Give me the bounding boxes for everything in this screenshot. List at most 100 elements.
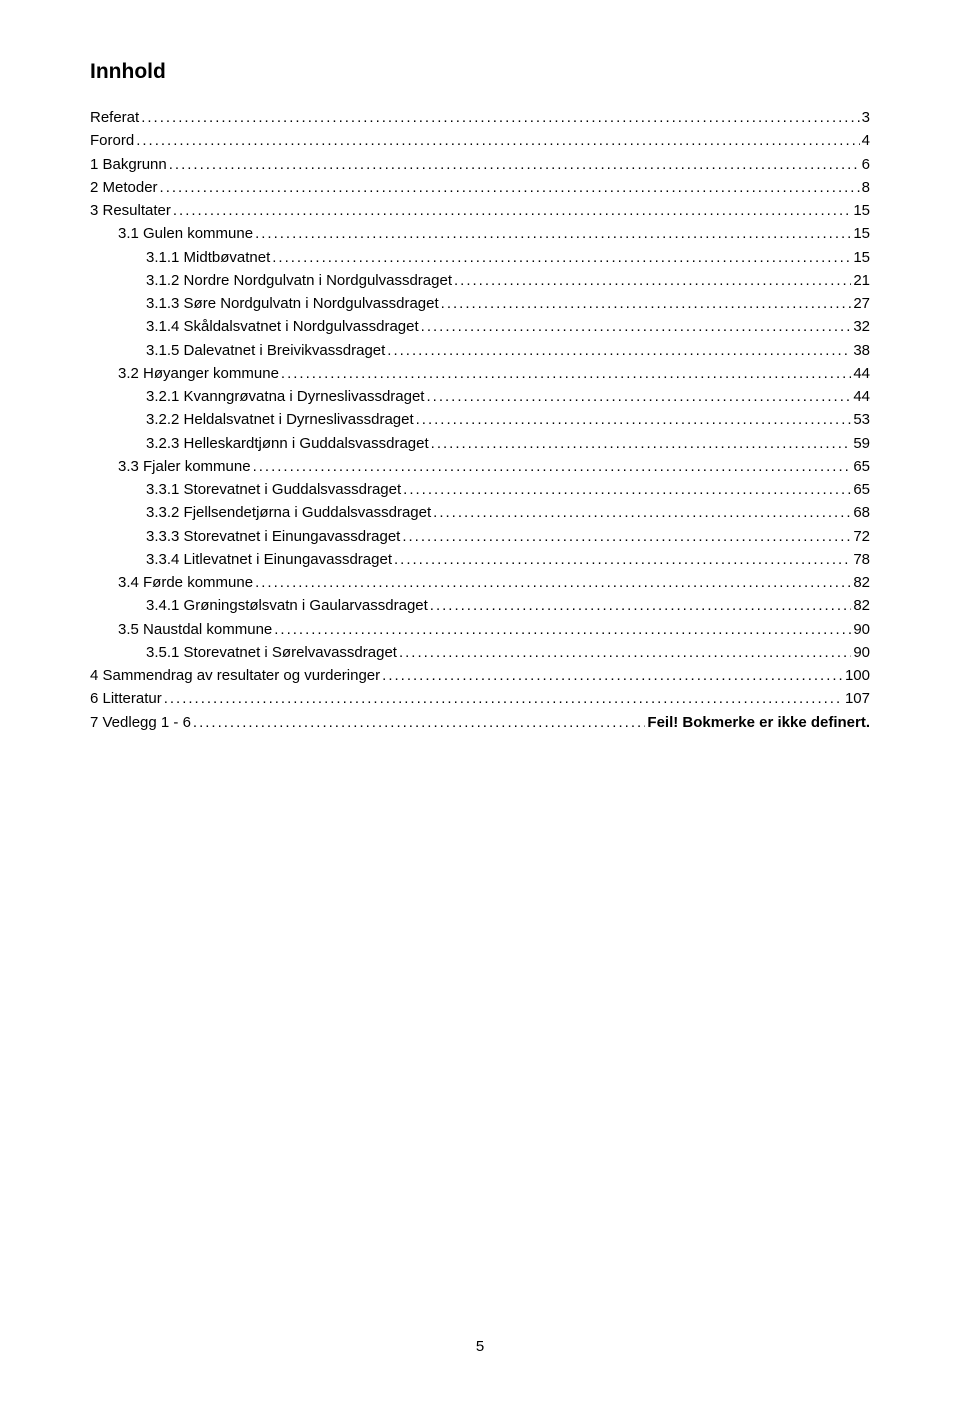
toc-entry-label: 3.1.4 Skåldalsvatnet i Nordgulvassdraget (146, 315, 419, 338)
toc-entry: 3.5.1 Storevatnet i Sørelvavassdraget 90 (90, 641, 870, 664)
toc-entry-label: 3.1.1 Midtbøvatnet (146, 246, 270, 269)
toc-entry-label: 2 Metoder (90, 176, 158, 199)
toc-entry: 3.2.3 Helleskardtjønn i Guddalsvassdrage… (90, 432, 870, 455)
toc-dot-leader (421, 315, 852, 338)
toc-dot-leader (433, 501, 851, 524)
toc-dot-leader (387, 339, 851, 362)
toc-entry-page: 32 (853, 315, 870, 338)
toc-entry-page: 82 (853, 571, 870, 594)
toc-entry-label: 7 Vedlegg 1 - 6 (90, 711, 191, 734)
toc-dot-leader (164, 687, 843, 710)
toc-entry-label: Forord (90, 129, 134, 152)
toc-dot-leader (430, 594, 852, 617)
toc-entry-label: Referat (90, 106, 139, 129)
toc-entry: 4 Sammendrag av resultater og vurderinge… (90, 664, 870, 687)
toc-entry-label: 3.2.1 Kvanngrøvatna i Dyrneslivassdraget (146, 385, 424, 408)
toc-entry: 3.2 Høyanger kommune 44 (90, 362, 870, 385)
toc-entry-page: 65 (853, 455, 870, 478)
toc-entry: 7 Vedlegg 1 - 6 Feil! Bokmerke er ikke d… (90, 711, 870, 734)
toc-dot-leader (193, 711, 645, 734)
toc-entry: 3.1.1 Midtbøvatnet 15 (90, 246, 870, 269)
toc-dot-leader (160, 176, 860, 199)
toc-dot-leader (454, 269, 851, 292)
toc-entry: 3.1.5 Dalevatnet i Breivikvassdraget 38 (90, 339, 870, 362)
toc-dot-leader (426, 385, 851, 408)
toc-entry: 3.3 Fjaler kommune 65 (90, 455, 870, 478)
toc-title: Innhold (90, 60, 870, 84)
document-page: Innhold Referat 3Forord 41 Bakgrunn 62 M… (0, 0, 960, 1403)
toc-entry: 1 Bakgrunn 6 (90, 153, 870, 176)
toc-entry: 3.2.1 Kvanngrøvatna i Dyrneslivassdraget… (90, 385, 870, 408)
toc-entry-page: 15 (853, 199, 870, 222)
toc-entry: 3.3.2 Fjellsendetjørna i Guddalsvassdrag… (90, 501, 870, 524)
toc-entry-label: 3.4 Førde kommune (118, 571, 253, 594)
toc-dot-leader (394, 548, 851, 571)
toc-entry: 3.4.1 Grøningstølsvatn i Gaularvassdrage… (90, 594, 870, 617)
toc-dot-leader (431, 432, 852, 455)
toc-entry-page: 8 (862, 176, 870, 199)
toc-dot-leader (169, 153, 860, 176)
toc-dot-leader (136, 129, 859, 152)
toc-entry-page: 90 (853, 641, 870, 664)
toc-entry-page: 6 (862, 153, 870, 176)
toc-entry: 6 Litteratur 107 (90, 687, 870, 710)
toc-entry-page: 44 (853, 362, 870, 385)
toc-entry-page: 15 (853, 222, 870, 245)
toc-dot-leader (382, 664, 843, 687)
toc-entry: 3.3.3 Storevatnet i Einungavassdraget 72 (90, 525, 870, 548)
toc-dot-leader (441, 292, 852, 315)
toc-entry: 3 Resultater 15 (90, 199, 870, 222)
toc-entry-label: 3.3.2 Fjellsendetjørna i Guddalsvassdrag… (146, 501, 431, 524)
toc-entry-label: 3.3.4 Litlevatnet i Einungavassdraget (146, 548, 392, 571)
toc-entry-page: 21 (853, 269, 870, 292)
toc-entry-label: 3.2.2 Heldalsvatnet i Dyrneslivassdraget (146, 408, 414, 431)
toc-container: Referat 3Forord 41 Bakgrunn 62 Metoder 8… (90, 106, 870, 734)
toc-entry-label: 3.3 Fjaler kommune (118, 455, 251, 478)
toc-entry-page: 68 (853, 501, 870, 524)
toc-entry-label: 3.5 Naustdal kommune (118, 618, 272, 641)
toc-dot-leader (173, 199, 851, 222)
toc-entry: Forord 4 (90, 129, 870, 152)
toc-entry-page: 90 (853, 618, 870, 641)
toc-entry: 3.1.2 Nordre Nordgulvatn i Nordgulvassdr… (90, 269, 870, 292)
toc-entry: Referat 3 (90, 106, 870, 129)
toc-entry-label: 3.3.1 Storevatnet i Guddalsvassdraget (146, 478, 401, 501)
toc-dot-leader (399, 641, 851, 664)
toc-entry: 3.4 Førde kommune 82 (90, 571, 870, 594)
toc-entry-page: 53 (853, 408, 870, 431)
toc-entry: 3.1 Gulen kommune 15 (90, 222, 870, 245)
toc-entry-page: 107 (845, 687, 870, 710)
toc-entry-page: 82 (853, 594, 870, 617)
toc-entry-label: 3.1.2 Nordre Nordgulvatn i Nordgulvassdr… (146, 269, 452, 292)
toc-entry-label: 3.1.3 Søre Nordgulvatn i Nordgulvassdrag… (146, 292, 439, 315)
toc-entry-label: 6 Litteratur (90, 687, 162, 710)
toc-dot-leader (141, 106, 859, 129)
toc-entry: 3.2.2 Heldalsvatnet i Dyrneslivassdraget… (90, 408, 870, 431)
toc-dot-leader (281, 362, 851, 385)
toc-entry-page: 65 (853, 478, 870, 501)
toc-dot-leader (402, 525, 851, 548)
toc-entry-label: 1 Bakgrunn (90, 153, 167, 176)
toc-dot-leader (416, 408, 852, 431)
toc-entry-label: 3 Resultater (90, 199, 171, 222)
toc-dot-leader (274, 618, 851, 641)
toc-entry-page: 100 (845, 664, 870, 687)
toc-entry-page: 4 (862, 129, 870, 152)
toc-entry-label: 3.2 Høyanger kommune (118, 362, 279, 385)
toc-entry-label: 3.5.1 Storevatnet i Sørelvavassdraget (146, 641, 397, 664)
toc-entry-page: 15 (853, 246, 870, 269)
toc-entry: 3.3.1 Storevatnet i Guddalsvassdraget 65 (90, 478, 870, 501)
toc-entry-label: 3.1.5 Dalevatnet i Breivikvassdraget (146, 339, 385, 362)
toc-entry-label: 4 Sammendrag av resultater og vurderinge… (90, 664, 380, 687)
toc-entry: 2 Metoder 8 (90, 176, 870, 199)
toc-entry: 3.3.4 Litlevatnet i Einungavassdraget 78 (90, 548, 870, 571)
toc-entry-page: 44 (853, 385, 870, 408)
toc-entry-page: 78 (853, 548, 870, 571)
toc-entry-page: Feil! Bokmerke er ikke definert. (647, 711, 870, 734)
toc-entry-page: 3 (862, 106, 870, 129)
toc-entry: 3.1.3 Søre Nordgulvatn i Nordgulvassdrag… (90, 292, 870, 315)
toc-entry-label: 3.4.1 Grøningstølsvatn i Gaularvassdrage… (146, 594, 428, 617)
toc-dot-leader (255, 222, 851, 245)
toc-entry-label: 3.1 Gulen kommune (118, 222, 253, 245)
toc-entry: 3.5 Naustdal kommune 90 (90, 618, 870, 641)
